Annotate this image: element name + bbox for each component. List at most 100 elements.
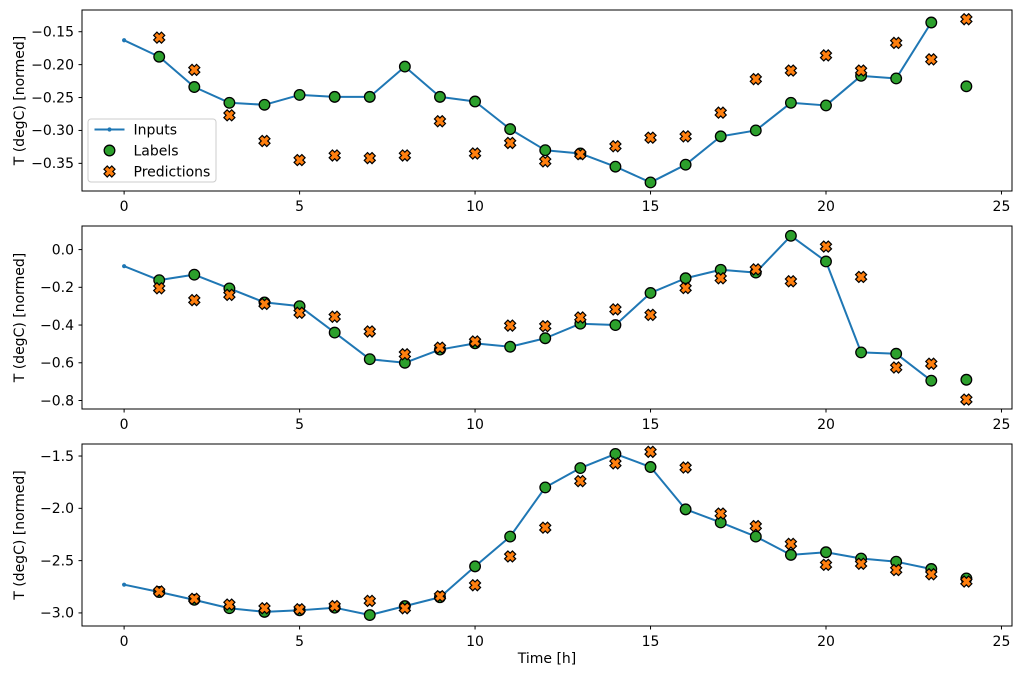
prediction-x-marker bbox=[819, 558, 833, 572]
x-axis-label: Time [h] bbox=[517, 651, 577, 667]
label-circle-marker bbox=[644, 287, 657, 299]
x-tick-label: 25 bbox=[993, 199, 1011, 215]
label-circle-marker bbox=[328, 90, 341, 103]
subplot-middle: 0.0 −0.2 −0.4 −0.6 −0.8 0 5 10 15 20 25 T (degC) [n… bbox=[12, 225, 1013, 433]
x-tick-label: 25 bbox=[993, 634, 1011, 650]
y-tick-label: −0.20 bbox=[31, 57, 74, 73]
label-circle-marker bbox=[714, 516, 727, 529]
prediction-x-marker bbox=[103, 165, 116, 178]
prediction-x-marker bbox=[538, 319, 552, 333]
y-tick-label: −2.5 bbox=[40, 553, 74, 569]
prediction-x-marker bbox=[258, 134, 271, 148]
y-tick-label: −0.15 bbox=[31, 25, 74, 41]
prediction-x-marker bbox=[889, 361, 903, 374]
label-circle-marker bbox=[784, 229, 797, 242]
prediction-x-marker bbox=[609, 303, 622, 316]
series-predictions bbox=[152, 240, 973, 406]
prediction-x-marker bbox=[293, 602, 306, 616]
x-tick-label: 10 bbox=[466, 634, 484, 650]
label-circle-marker bbox=[188, 268, 201, 281]
label-circle-marker bbox=[363, 609, 376, 621]
prediction-x-marker bbox=[468, 578, 482, 592]
prediction-x-marker bbox=[889, 36, 903, 50]
x-tick-label: 10 bbox=[466, 417, 484, 433]
x-tick-label: 5 bbox=[295, 634, 304, 650]
prediction-x-marker bbox=[293, 153, 306, 167]
y-tick-label: 0.0 bbox=[52, 242, 74, 258]
label-circle-marker bbox=[469, 95, 482, 108]
prediction-x-marker bbox=[749, 263, 763, 276]
inputs-dot-marker bbox=[122, 582, 127, 587]
x-tick-label: 0 bbox=[120, 634, 129, 650]
prediction-x-marker bbox=[573, 147, 587, 161]
plot-frame bbox=[81, 225, 1013, 410]
prediction-x-marker bbox=[152, 585, 166, 598]
prediction-x-marker bbox=[924, 357, 938, 371]
y-axis-label: T (degC) [normed] bbox=[12, 470, 28, 601]
prediction-x-marker bbox=[328, 310, 342, 324]
prediction-x-marker bbox=[152, 281, 166, 295]
prediction-x-marker bbox=[924, 567, 938, 581]
prediction-x-marker bbox=[609, 139, 622, 153]
x-tick-label: 0 bbox=[120, 199, 129, 215]
x-tick-label: 20 bbox=[817, 634, 835, 650]
prediction-x-marker bbox=[293, 306, 306, 320]
prediction-x-marker bbox=[924, 52, 938, 66]
legend-item-predictions: Predictions bbox=[103, 164, 211, 180]
x-tick-label: 15 bbox=[642, 199, 660, 215]
legend-box bbox=[87, 118, 217, 183]
label-circle-marker bbox=[363, 90, 376, 103]
prediction-x-marker bbox=[538, 521, 552, 535]
label-circle-marker bbox=[504, 340, 517, 353]
label-circle-marker bbox=[855, 346, 868, 359]
label-circle-marker bbox=[890, 72, 903, 85]
legend-item-label: Predictions bbox=[134, 164, 211, 180]
label-circle-marker bbox=[609, 319, 622, 331]
label-circle-marker bbox=[539, 144, 552, 157]
label-circle-marker bbox=[644, 461, 657, 473]
y-axis-label: T (degC) [normed] bbox=[12, 253, 28, 384]
prediction-x-marker bbox=[749, 72, 763, 86]
label-circle-marker bbox=[960, 373, 973, 386]
prediction-x-marker bbox=[854, 557, 868, 571]
y-tick-label: −2.0 bbox=[40, 501, 74, 517]
prediction-x-marker bbox=[363, 594, 377, 608]
prediction-x-marker bbox=[644, 445, 657, 459]
label-circle-marker bbox=[644, 176, 657, 189]
prediction-x-marker bbox=[538, 155, 552, 168]
series-predictions bbox=[152, 445, 973, 616]
legend-dot-sample bbox=[107, 127, 112, 132]
label-circle-marker bbox=[223, 96, 236, 109]
legend: Inputs Labels Predictions bbox=[87, 118, 217, 183]
prediction-x-marker bbox=[398, 347, 412, 361]
prediction-x-marker bbox=[223, 288, 236, 302]
label-circle-marker bbox=[820, 255, 832, 268]
prediction-x-marker bbox=[503, 550, 517, 563]
prediction-x-marker bbox=[714, 106, 728, 120]
y-tick-label: −0.30 bbox=[31, 123, 74, 139]
label-circle-marker bbox=[714, 130, 727, 143]
series-predictions bbox=[152, 12, 973, 168]
prediction-x-marker bbox=[328, 599, 342, 613]
label-circle-marker bbox=[784, 96, 797, 109]
prediction-x-marker bbox=[749, 519, 763, 533]
label-circle-marker bbox=[363, 353, 376, 366]
label-circle-marker bbox=[609, 447, 622, 460]
label-circle-marker bbox=[820, 99, 832, 112]
prediction-x-marker bbox=[609, 456, 622, 470]
prediction-x-marker bbox=[819, 49, 833, 62]
prediction-x-marker bbox=[152, 31, 166, 45]
label-circle-marker bbox=[960, 80, 973, 93]
y-tick-label: −0.35 bbox=[31, 156, 74, 172]
legend-item-labels: Labels bbox=[103, 143, 179, 159]
prediction-x-marker bbox=[960, 575, 973, 588]
inputs-dot-marker bbox=[122, 38, 127, 43]
prediction-x-marker bbox=[819, 240, 833, 253]
prediction-x-marker bbox=[187, 293, 201, 307]
prediction-x-marker bbox=[433, 341, 447, 355]
prediction-x-marker bbox=[503, 136, 517, 150]
label-circle-marker bbox=[469, 560, 482, 573]
prediction-x-marker bbox=[468, 335, 482, 348]
label-circle-marker bbox=[820, 546, 832, 559]
x-tick-label: 5 bbox=[295, 199, 304, 215]
